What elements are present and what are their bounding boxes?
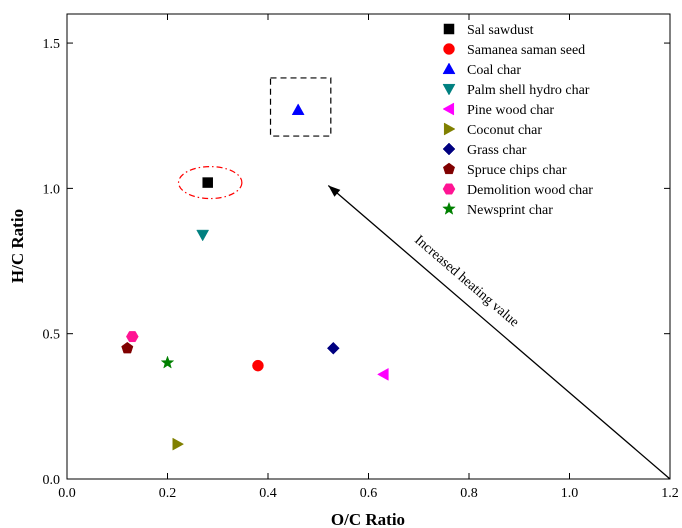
legend-label: Grass char (467, 143, 527, 158)
x-tick-label: 0.2 (159, 486, 177, 501)
data-point (202, 177, 213, 188)
arrow-label: Increased heating value (411, 233, 521, 330)
data-point (172, 437, 185, 451)
data-point (252, 359, 264, 372)
legend-label: Sal sawdust (467, 23, 534, 38)
legend-marker (443, 23, 455, 35)
y-axis-title: H/C Ratio (8, 209, 27, 283)
legend-label: Pine wood char (467, 103, 554, 118)
legend-marker (443, 122, 456, 136)
x-axis-title: O/C Ratio (331, 510, 405, 528)
x-tick-label: 1.0 (561, 486, 579, 501)
data-point (196, 229, 210, 242)
highlight-dash-dot-ellipse (177, 165, 243, 200)
x-tick-label: 0.8 (460, 486, 478, 501)
data-point (160, 355, 175, 369)
annotations: Increased heating value (177, 77, 671, 480)
legend-marker (442, 183, 456, 195)
legend-marker (442, 201, 456, 215)
legend-marker (442, 162, 456, 175)
legend-marker (442, 62, 456, 75)
legend-marker (442, 142, 456, 156)
data-point (121, 341, 134, 354)
legend-marker (443, 43, 455, 55)
legend-marker (442, 102, 455, 116)
legend-label: Coconut char (467, 123, 542, 138)
data-points (121, 103, 389, 451)
legend-label: Demolition wood char (467, 183, 593, 198)
heating-value-arrow (327, 184, 671, 480)
y-tick-label: 1.0 (43, 182, 61, 197)
data-point (126, 331, 139, 343)
legend-label: Palm shell hydro char (467, 83, 590, 98)
legend-marker (442, 83, 456, 96)
legend-label: Coal char (467, 63, 521, 78)
data-point (291, 103, 305, 115)
legend-label: Spruce chips char (467, 163, 567, 178)
x-tick-label: 0.6 (360, 486, 378, 501)
y-tick-label: 1.5 (43, 37, 61, 52)
legend: Sal sawdust Samanea saman seed Coal char Pa… (442, 23, 593, 218)
data-point (326, 341, 340, 355)
x-tick-label: 0.0 (58, 486, 76, 501)
y-tick-label: 0.5 (43, 328, 61, 343)
highlight-dashed-box (269, 77, 332, 137)
x-tick-label: 0.4 (259, 486, 277, 501)
x-tick-label: 1.2 (661, 486, 679, 501)
y-tick-label: 0.0 (43, 473, 61, 488)
data-point (377, 367, 389, 381)
legend-label: Samanea saman seed (467, 43, 585, 58)
axis-ticks: 0.0 0.2 0.4 0.6 0.8 1.0 1.2 0.0 0.5 1.0 1.5 (43, 14, 679, 501)
arrow-head (328, 185, 341, 197)
legend-label: Newsprint char (467, 203, 553, 218)
